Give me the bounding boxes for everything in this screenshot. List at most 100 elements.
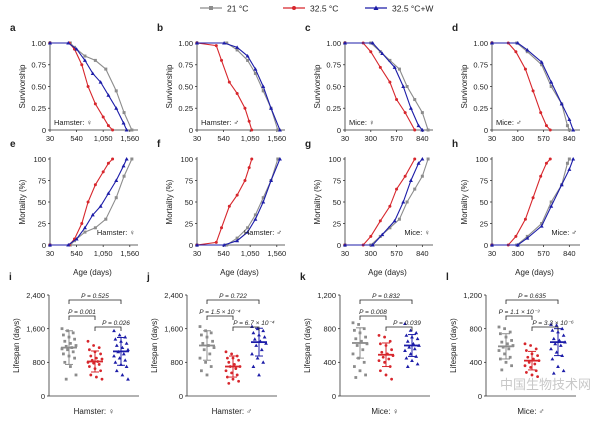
marker-triangle [551,336,556,341]
marker-triangle [114,343,119,347]
marker-square [361,348,365,352]
marker-circle [395,98,399,102]
x-tick-label: 30 [488,249,496,258]
marker-circle [235,373,239,377]
marker-square [225,243,229,247]
marker-triangle [560,353,565,357]
marker-square [73,337,76,341]
marker-triangle [235,45,240,49]
marker-square [211,339,214,343]
p-value-label: P = 0.832 [372,293,400,300]
marker-circle [111,128,115,132]
marker-circle [100,377,104,381]
marker-square [104,217,108,221]
marker-triangle [106,191,111,195]
panel-letter: i [9,272,12,283]
marker-triangle [113,360,118,364]
x-tick-label: 540 [217,249,230,258]
marker-square [397,217,401,221]
group-label: Mice: ♂ [496,118,522,127]
marker-square [209,6,213,10]
marker-square [503,327,506,331]
marker-square [225,41,229,45]
marker-circle [106,161,110,165]
marker-circle [237,358,241,362]
series-line [197,42,281,131]
marker-square [246,226,250,230]
x-tick-label: 1,560 [120,249,139,258]
bracket-line [206,315,234,320]
marker-square [104,67,108,71]
y-tick-label: 1,600 [164,324,183,333]
marker-square [83,54,87,58]
series-line [492,158,574,246]
marker-triangle [117,333,122,337]
y-tick-label: 25 [38,219,46,228]
y-axis-label: Mortality (%) [313,179,322,224]
group-label: Hamster: ♂ [201,118,239,127]
marker-circle [379,369,382,373]
marker-triangle [414,354,419,358]
marker-circle [250,128,254,132]
marker-circle [531,89,535,93]
marker-triangle [515,243,520,247]
marker-square [208,352,212,356]
marker-circle [80,63,84,67]
marker-triangle [420,128,425,132]
marker-triangle [277,128,282,132]
marker-square [413,187,417,191]
p-value-label: P = 0.039 [393,320,421,327]
significance-bracket: P = 0.722 [206,293,260,304]
x-tick-label: 30 [341,249,349,258]
marker-circle [89,373,93,377]
x-axis-label: Hamster: ♀ [74,407,115,416]
marker-circle [220,226,224,230]
y-tick-label: 0.50 [178,82,193,91]
group-label: Mice: ♂ [551,228,577,237]
marker-square [565,161,569,165]
marker-triangle [559,182,564,187]
y-tick-label: 800 [323,324,336,333]
marker-square [60,327,64,331]
marker-triangle [370,41,375,45]
marker-triangle [553,341,558,346]
marker-triangle [74,236,79,241]
series-line [492,42,570,131]
marker-triangle [380,51,385,55]
marker-circle [383,360,386,364]
marker-square [93,58,97,62]
x-tick-label: 570 [390,134,403,143]
series-line [492,42,551,131]
panel-letter: b [157,23,163,34]
marker-circle [99,369,102,373]
group-2 [377,334,395,381]
significance-bracket: P = 3.3 × 10⁻⁶ [531,320,574,331]
marker-circle [530,373,534,377]
p-value-label: P = 1.5 × 10⁻⁴ [199,309,241,316]
marker-square [71,331,75,335]
y-tick-label: 0 [478,392,482,401]
marker-circle [111,157,115,161]
marker-triangle [392,65,397,69]
marker-triangle [269,178,274,182]
y-axis-label: Lifespan (days) [303,318,312,373]
group-label: Mice: ♀ [349,118,375,127]
marker-triangle [253,67,258,71]
legend-label: 21 °C [227,4,248,14]
marker-square [73,356,76,360]
marker-circle [80,222,84,225]
marker-triangle [252,337,257,341]
panel-letter: a [10,23,16,34]
marker-square [74,373,78,377]
marker-square [60,347,64,351]
group-label: Hamster: ♀ [97,228,135,237]
marker-triangle [121,352,126,356]
x-tick-label: 1,050 [94,134,113,143]
marker-square [198,356,202,360]
y-tick-label: 25 [480,219,488,228]
y-tick-label: 0.50 [31,82,46,91]
marker-circle [378,65,382,69]
y-tick-label: 0 [189,241,193,250]
marker-square [114,196,118,200]
marker-circle [548,128,552,132]
